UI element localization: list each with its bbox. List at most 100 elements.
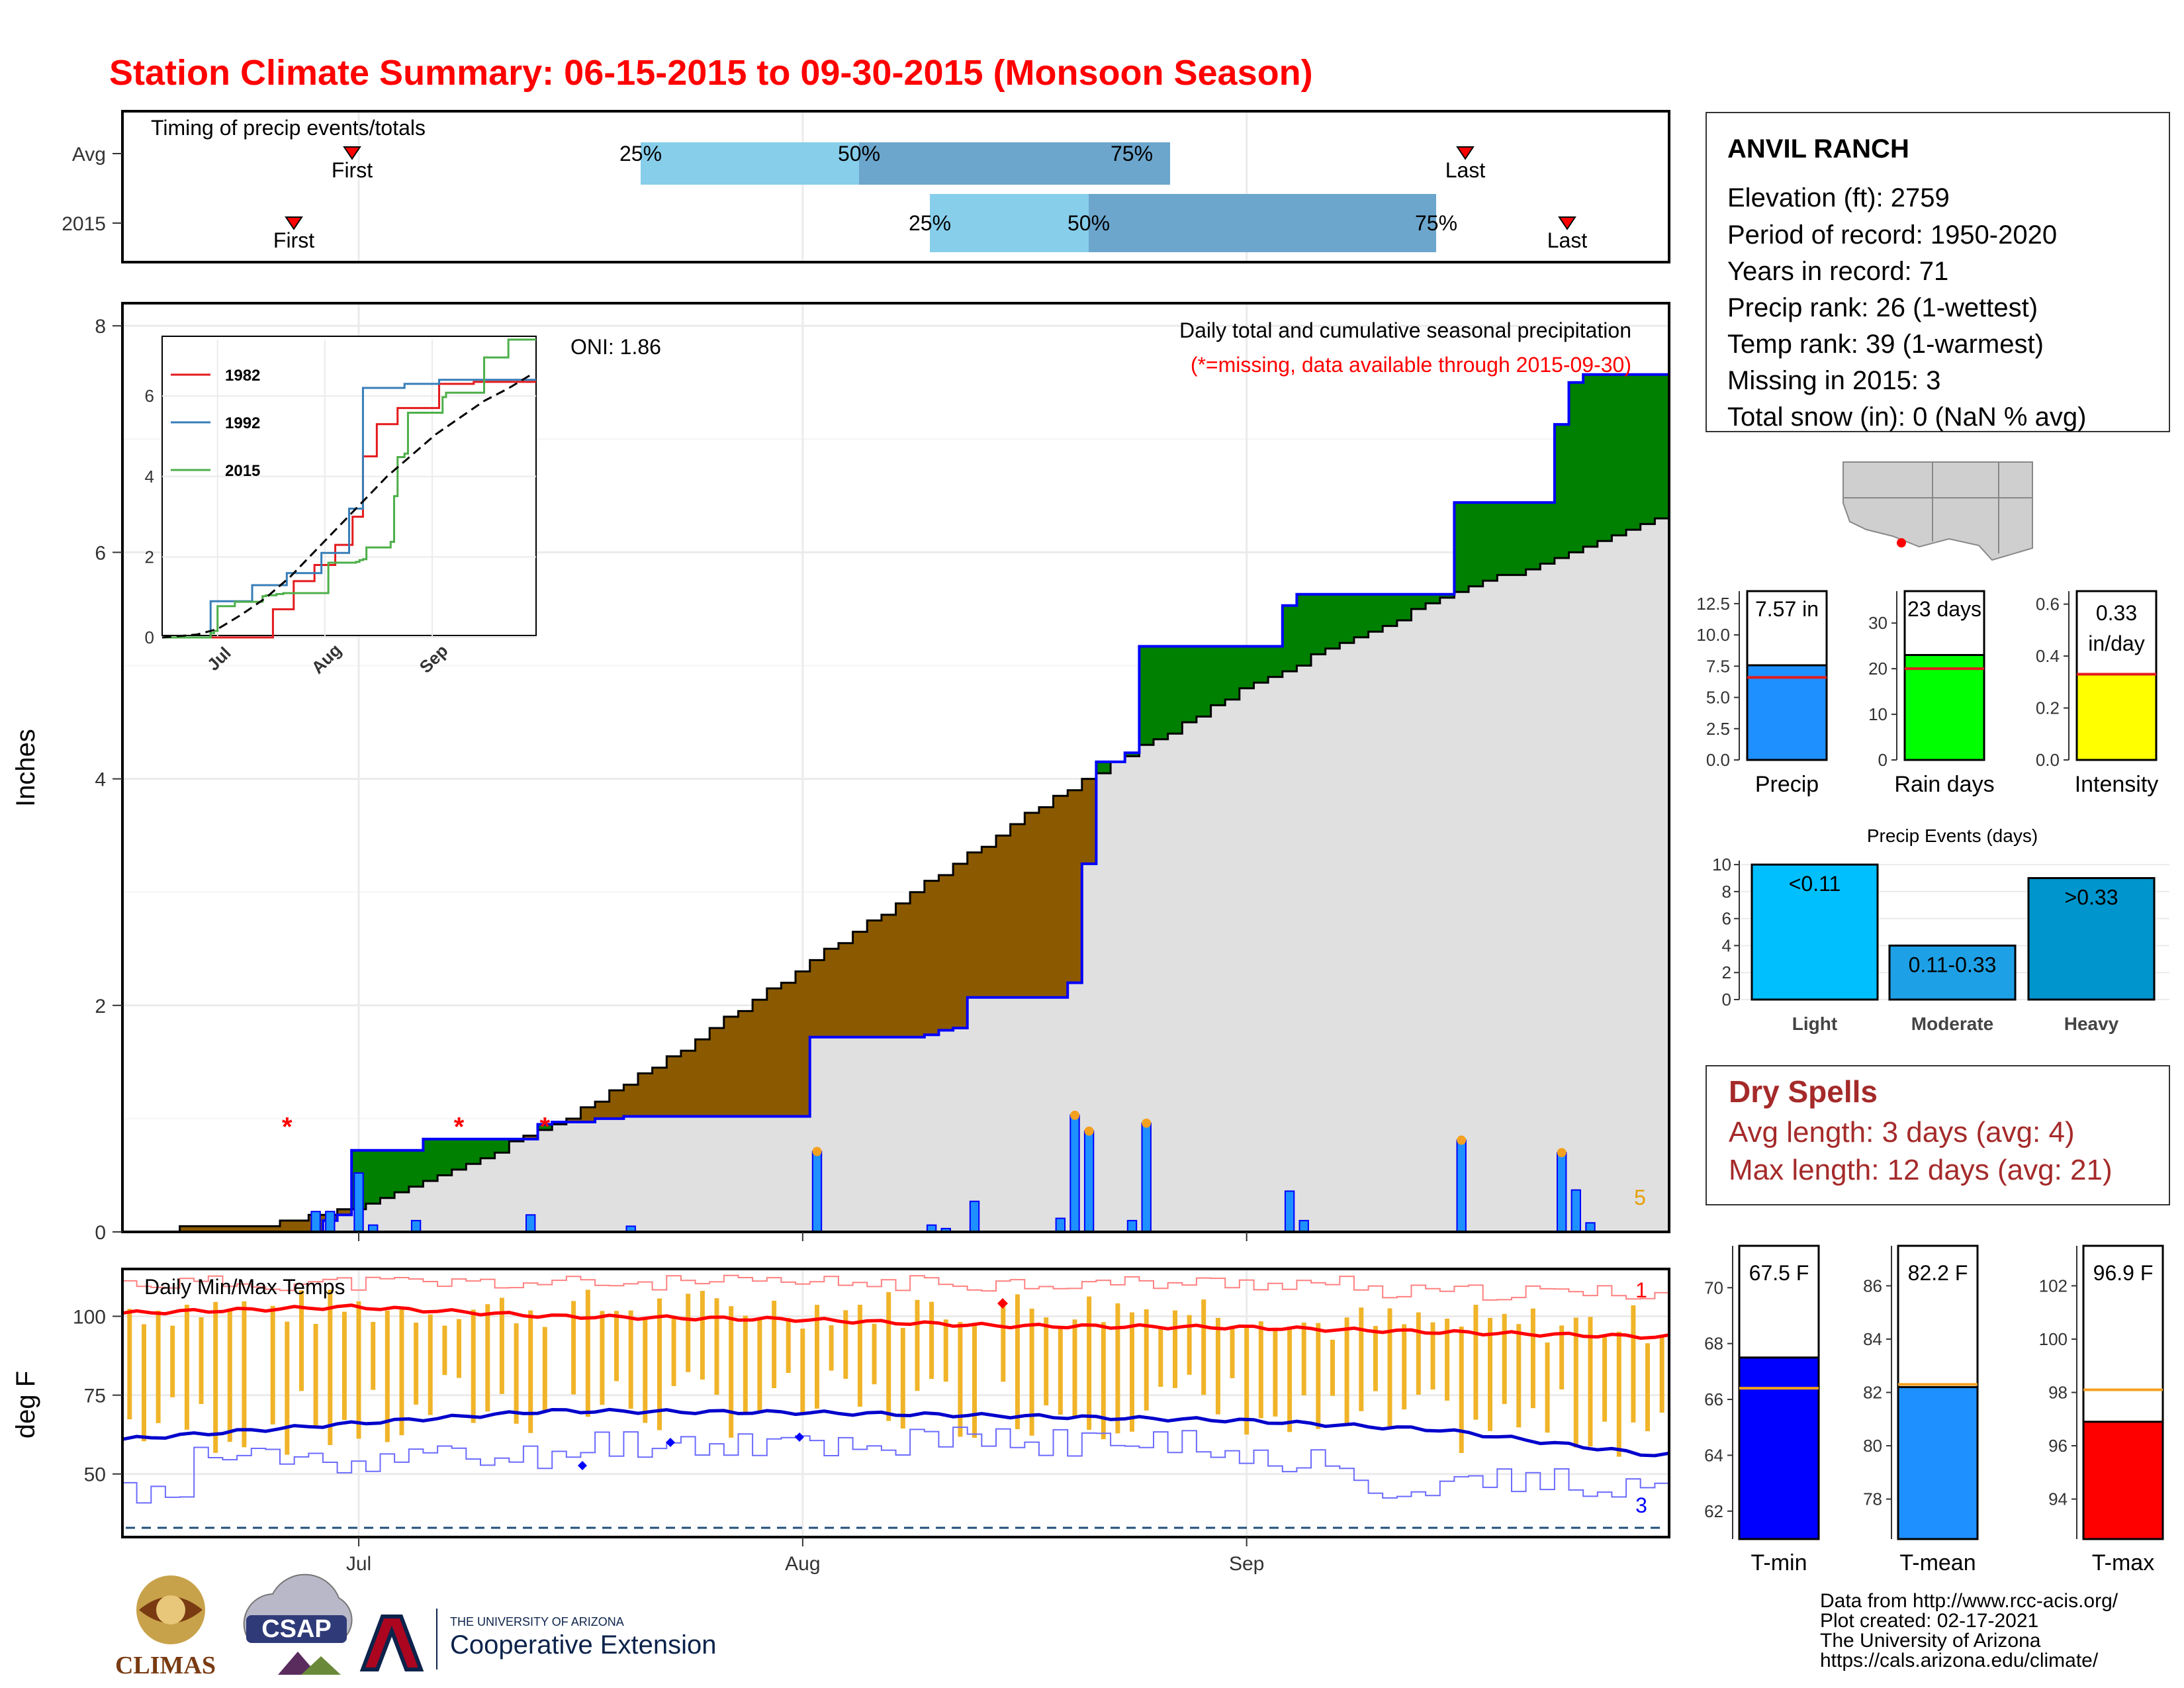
- avg-first-label: First: [332, 158, 373, 182]
- temp-bar-category: T-min: [1751, 1550, 1807, 1575]
- precip-header: Daily total and cumulative seasonal prec…: [1179, 318, 1631, 342]
- precip-y-tick-label: 2: [95, 996, 106, 1017]
- events-bar-label: 0.11-0.33: [1909, 953, 1997, 976]
- temp-bar-value-label: 96.9 F: [2093, 1261, 2154, 1285]
- daily-precip-bar: [1069, 1114, 1080, 1233]
- daily-temp-range-bar: [442, 1325, 447, 1376]
- summary-bar-tick-label: 10: [1868, 704, 1888, 724]
- svg-text:CSAP: CSAP: [261, 1615, 332, 1643]
- extreme-precip-marker: [1557, 1148, 1567, 1158]
- daily-temp-range-bar: [571, 1301, 576, 1395]
- daily-temp-range-bar: [772, 1301, 777, 1388]
- inset-y-tick-label: 6: [145, 386, 154, 406]
- inset-avg-line: [161, 373, 533, 639]
- daily-temp-range-bar: [428, 1314, 433, 1415]
- summary-bar-tick-label: 12.5: [1696, 594, 1730, 614]
- inset-legend-label: 1992: [225, 414, 260, 432]
- temp-summary-bar-t-mean: 78 80 82 84 86 82.2 F T-mean: [1863, 1244, 1979, 1575]
- footer-line-1: Data from http://www.rcc-acis.org/: [1820, 1590, 2118, 1612]
- daily-temp-range-bar: [1330, 1339, 1335, 1396]
- summary-bar-value-unit: in/day: [2088, 632, 2144, 655]
- csap-logo: CSAP: [243, 1573, 353, 1675]
- daily-temp-range-bar: [900, 1328, 905, 1429]
- daily-temp-range-bar: [313, 1324, 318, 1428]
- dry-spells-line-1: Avg length: 3 days (avg: 4): [1729, 1116, 2075, 1149]
- avg-last-label: Last: [1445, 158, 1486, 182]
- summary-bar-value-label: 7.57 in: [1755, 597, 1819, 621]
- footer-line-2: Plot created: 02-17-2021: [1820, 1610, 2038, 1632]
- temp-bar-tick-label: 100: [2039, 1329, 2068, 1349]
- daily-temp-range-bar: [872, 1323, 877, 1385]
- record-low-marker-2: [666, 1438, 675, 1447]
- record-min-line: [122, 1427, 1669, 1504]
- precip-y-tick-label: 4: [95, 769, 106, 791]
- y2015-last-marker: [1558, 216, 1576, 230]
- events-tick-label: 10: [1712, 855, 1731, 874]
- daily-temp-range-bar: [743, 1315, 748, 1415]
- inset-y-tick-label: 4: [145, 467, 154, 487]
- daily-temp-range-bar: [299, 1290, 304, 1391]
- precip-y-tick-label: 0: [95, 1222, 106, 1244]
- daily-temp-range-bar: [328, 1289, 333, 1445]
- daily-precip-bar: [525, 1214, 536, 1233]
- daily-temp-range-bar: [170, 1325, 175, 1397]
- temp-bar-tick-label: 70: [1704, 1278, 1723, 1297]
- daily-temp-range-bar: [1015, 1294, 1020, 1429]
- cumulative-2015-line: [122, 373, 1669, 1233]
- record-min-count: 3: [1635, 1493, 1647, 1517]
- daily-temp-range-bar: [829, 1325, 834, 1371]
- missing-day-marker: *: [540, 1113, 551, 1142]
- station-info-box: ANVIL RANCH Elevation (ft): 2759 Period …: [1706, 112, 2170, 432]
- summary-bar-category: Intensity: [2075, 772, 2159, 797]
- summary-bar-category: Precip: [1755, 772, 1819, 797]
- station-line-6: Missing in 2015: 3: [1727, 366, 1940, 395]
- svg-text:CLIMAS: CLIMAS: [115, 1652, 216, 1679]
- temp-bar-tick-label: 78: [1863, 1489, 1882, 1509]
- events-tick-label: 0: [1722, 990, 1731, 1009]
- daily-temp-range-bar: [800, 1329, 805, 1415]
- oni-label: ONI: 1.86: [570, 335, 661, 359]
- temp-bar-tick-label: 62: [1704, 1501, 1723, 1521]
- daily-precip-bar: [1570, 1189, 1582, 1233]
- daily-temp-range-bar: [628, 1310, 633, 1409]
- summary-bar-value: [1903, 653, 1985, 761]
- daily-temp-range-bar: [499, 1297, 504, 1394]
- precip-events-chart: Precip Events (days) 0 2 4 6 8 10 <0.11 Light 0.1…: [1712, 825, 2169, 1034]
- missing-day-marker: *: [282, 1113, 293, 1142]
- daily-temp-range-bar: [657, 1298, 662, 1430]
- daily-temp-range-bar: [1072, 1319, 1077, 1419]
- precip-y-tick-label: 8: [95, 316, 106, 338]
- daily-temp-range-bar: [643, 1318, 648, 1423]
- temp-bar-value-label: 82.2 F: [1908, 1261, 1968, 1285]
- precip-count-label: 5: [1634, 1186, 1646, 1209]
- daily-temp-range-bar: [714, 1298, 719, 1395]
- summary-bar-precip: 0.0 2.5 5.0 7.5 10.0 12.5 7.57 in Precip: [1696, 590, 1828, 797]
- daily-temp-range-bar: [1287, 1327, 1293, 1432]
- daily-temp-range-bar: [1659, 1337, 1664, 1413]
- events-title: Precip Events (days): [1867, 825, 2038, 846]
- temp-bar-tick-label: 82: [1863, 1383, 1882, 1403]
- daily-precip-bar: [1083, 1130, 1095, 1233]
- extreme-precip-marker: [1457, 1135, 1467, 1145]
- daily-temp-range-bar: [686, 1293, 691, 1372]
- station-line-7: Total snow (in): 0 (NaN % avg): [1727, 402, 2086, 432]
- events-category-label: Heavy: [2064, 1013, 2119, 1034]
- temp-bar-tick-label: 98: [2048, 1383, 2068, 1403]
- ua-logo: THE UNIVERSITY OF ARIZONA Cooperative Ex…: [359, 1609, 716, 1671]
- temp-y-tick-label: 50: [84, 1464, 106, 1486]
- summary-bar-tick-label: 30: [1868, 613, 1888, 633]
- daily-temp-range-bar: [1416, 1312, 1421, 1395]
- daily-precip-bar: [410, 1219, 422, 1233]
- location-map: [1843, 461, 2033, 564]
- daily-temp-range-bar: [1301, 1322, 1306, 1395]
- extreme-precip-marker: [1070, 1110, 1079, 1120]
- daily-precip-bar: [969, 1200, 980, 1233]
- daily-temp-range-bar: [700, 1291, 705, 1380]
- inset-legend-label: 1982: [225, 367, 260, 385]
- daily-temp-range-bar: [1473, 1305, 1479, 1420]
- dry-spells-title: Dry Spells: [1729, 1074, 1878, 1109]
- events-bar-label: <0.11: [1789, 872, 1841, 896]
- daily-temp-range-bar: [1445, 1319, 1450, 1401]
- temp-bar-tick-label: 80: [1863, 1436, 1882, 1456]
